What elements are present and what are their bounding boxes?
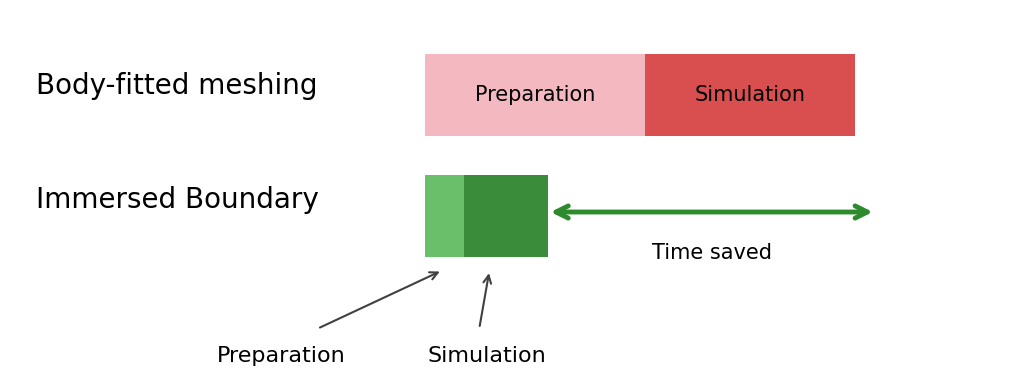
- Bar: [645, 54, 855, 136]
- Text: Immersed Boundary: Immersed Boundary: [36, 186, 318, 214]
- Text: Simulation: Simulation: [427, 346, 546, 366]
- Text: Preparation: Preparation: [475, 85, 595, 105]
- Bar: [425, 54, 645, 136]
- Bar: [425, 175, 464, 257]
- Text: Time saved: Time saved: [651, 243, 772, 263]
- Bar: [464, 175, 548, 257]
- Text: Simulation: Simulation: [694, 85, 806, 105]
- Text: Preparation: Preparation: [217, 346, 346, 366]
- Text: Body-fitted meshing: Body-fitted meshing: [36, 72, 317, 100]
